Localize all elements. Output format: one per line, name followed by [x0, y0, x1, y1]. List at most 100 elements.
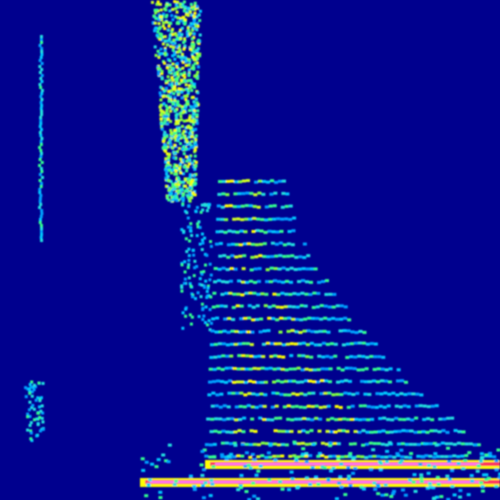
noise-speck [38, 158, 42, 161]
harmonic-segment [215, 316, 220, 320]
noise-speck [165, 43, 169, 47]
harmonic-segment [329, 355, 334, 359]
harmonic-segment [450, 416, 455, 420]
noise-speck [188, 60, 192, 64]
harmonic-segment [223, 230, 228, 234]
noise-speck [39, 35, 43, 38]
noise-speck [158, 105, 162, 109]
noise-speck [292, 440, 297, 444]
harmonic-segment [267, 305, 272, 309]
noise-speck [191, 7, 195, 11]
harmonic-segment [339, 393, 344, 397]
harmonic-segment [304, 292, 309, 296]
harmonic-segment [382, 405, 387, 409]
harmonic-segment [402, 418, 407, 422]
harmonic-segment [224, 218, 229, 222]
harmonic-segment [215, 393, 220, 397]
harmonic-segment [304, 367, 309, 371]
noise-speck [195, 234, 199, 238]
noise-speck [201, 318, 205, 322]
harmonic-segment [380, 442, 385, 446]
harmonic-segment [237, 192, 242, 196]
harmonic-segment [297, 267, 302, 271]
noise-speck [211, 465, 216, 469]
harmonic-segment [252, 291, 257, 295]
noise-speck [392, 489, 397, 493]
harmonic-segment [294, 330, 299, 334]
noise-speck [176, 82, 180, 86]
harmonic-segment [216, 217, 221, 221]
noise-speck [193, 154, 197, 158]
harmonic-segment [305, 280, 309, 284]
harmonic-segment [284, 204, 289, 208]
noise-speck [168, 78, 172, 82]
noise-speck [163, 52, 167, 56]
harmonic-segment [312, 368, 317, 372]
harmonic-segment [244, 204, 249, 208]
harmonic-segment [304, 379, 308, 383]
noise-speck [181, 172, 185, 176]
harmonic-segment [217, 267, 222, 271]
noise-speck [27, 408, 31, 412]
noise-speck [190, 13, 194, 17]
noise-speck [196, 109, 200, 113]
harmonic-segment [298, 417, 303, 421]
harmonic-segment [376, 367, 381, 371]
noise-speck [178, 68, 182, 72]
noise-speck [196, 6, 200, 10]
noise-speck [165, 20, 169, 24]
noise-speck [38, 71, 42, 74]
noise-speck [40, 41, 44, 44]
harmonic-segment [325, 354, 330, 358]
noise-speck [169, 171, 173, 175]
noise-speck [181, 132, 185, 136]
noise-speck [159, 37, 163, 41]
noise-speck [494, 468, 499, 472]
noise-speck [37, 405, 41, 409]
noise-speck [39, 185, 43, 188]
harmonic-segment [249, 279, 253, 283]
noise-speck [192, 82, 196, 86]
noise-speck [180, 107, 184, 111]
harmonic-segment [256, 367, 261, 371]
harmonic-segment [250, 242, 255, 246]
noise-speck [479, 452, 484, 456]
harmonic-segment [208, 455, 213, 459]
harmonic-segment [328, 292, 333, 296]
noise-speck [209, 478, 214, 482]
noise-speck [194, 160, 198, 164]
harmonic-segment [262, 254, 267, 258]
noise-speck [266, 451, 271, 455]
noise-speck [173, 103, 177, 107]
harmonic-segment [220, 292, 225, 296]
noise-speck [174, 169, 178, 173]
harmonic-segment [341, 343, 346, 347]
noise-speck [180, 160, 184, 164]
noise-speck [183, 177, 187, 181]
noise-speck [193, 11, 197, 15]
noise-speck [164, 15, 168, 19]
noise-speck [192, 253, 196, 257]
noise-speck [176, 168, 180, 172]
noise-speck [170, 29, 174, 33]
noise-speck [422, 442, 427, 446]
harmonic-segment [397, 429, 402, 433]
noise-speck [184, 18, 188, 22]
harmonic-segment [252, 216, 257, 220]
noise-speck [168, 37, 172, 41]
noise-speck [169, 44, 173, 48]
noise-speck [189, 322, 193, 326]
noise-speck [195, 51, 199, 55]
harmonic-segment [289, 429, 294, 433]
noise-speck [168, 83, 172, 87]
harmonic-segment [317, 280, 321, 284]
noise-speck [175, 122, 179, 126]
noise-speck [175, 50, 179, 54]
harmonic-segment [251, 318, 256, 322]
noise-speck [497, 475, 500, 479]
noise-speck [199, 210, 203, 214]
harmonic-segment [258, 404, 263, 408]
harmonic-segment [273, 342, 278, 346]
noise-speck [496, 448, 500, 452]
harmonic-segment [281, 280, 285, 284]
